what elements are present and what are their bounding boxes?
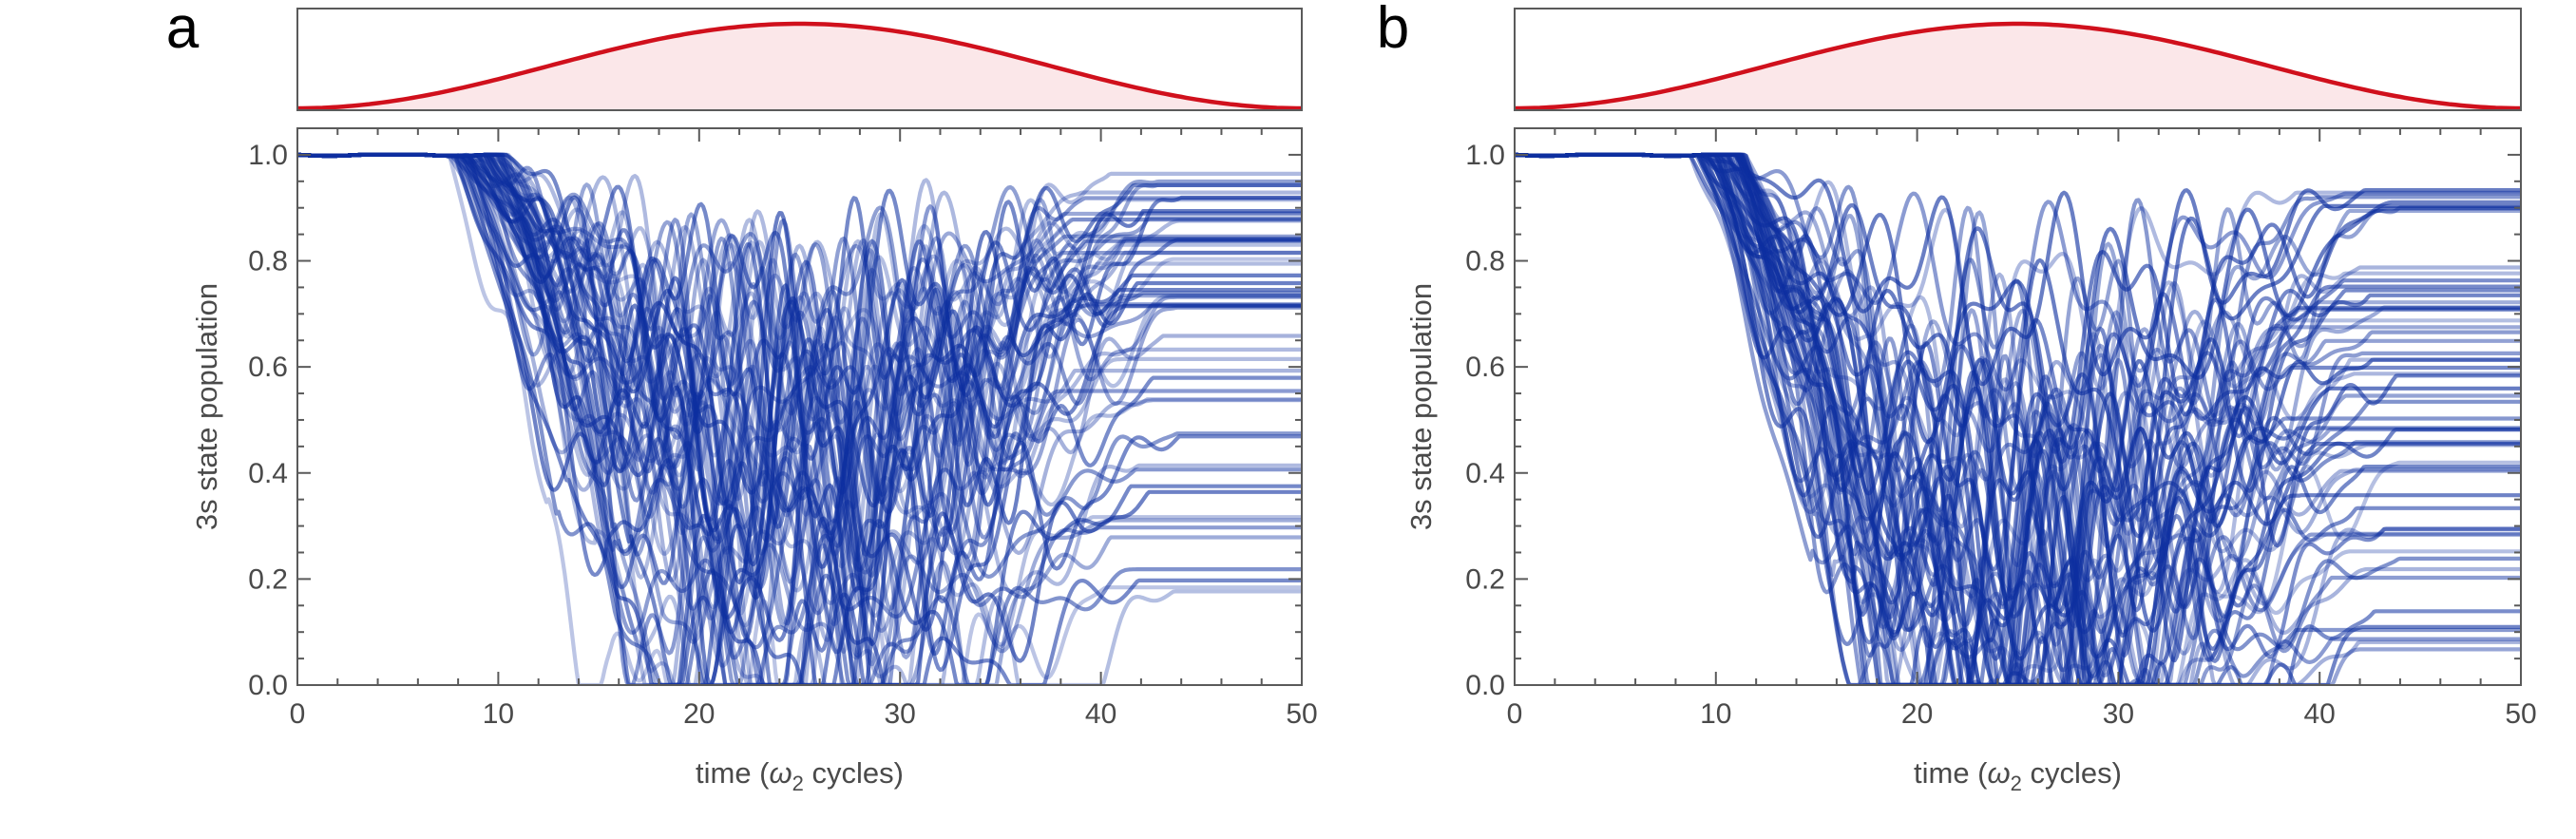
x-axis-label-suffix: cycles) bbox=[2022, 756, 2122, 790]
x-axis-label-prefix: time ( bbox=[696, 756, 770, 790]
population-trace bbox=[297, 152, 1302, 584]
y-tick-label: 1.0 bbox=[1465, 140, 1505, 171]
y-tick-label: 0.8 bbox=[248, 246, 288, 277]
omega-symbol: ω bbox=[770, 756, 792, 790]
pulse-envelope-line bbox=[297, 21, 1302, 111]
y-tick-label: 0.4 bbox=[248, 458, 288, 489]
y-tick-label: 0.0 bbox=[1465, 670, 1505, 701]
y-tick-label: 0.6 bbox=[1465, 352, 1505, 383]
x-tick-label: 30 bbox=[2103, 698, 2134, 730]
population-trace bbox=[297, 152, 1302, 655]
x-axis-label-prefix: time ( bbox=[1914, 756, 1988, 790]
pulse-frame bbox=[296, 8, 1303, 111]
x-axis-label: time (ω2 cycles) bbox=[696, 756, 904, 795]
x-tick-label: 50 bbox=[2505, 698, 2536, 730]
x-axis-label-subscript: 2 bbox=[792, 772, 804, 795]
x-tick-label: 20 bbox=[683, 698, 715, 730]
y-tick-label: 0.6 bbox=[248, 352, 288, 383]
plot-frame bbox=[296, 127, 1303, 686]
omega-symbol: ω bbox=[1988, 756, 2011, 790]
x-tick-label: 0 bbox=[290, 698, 306, 730]
x-tick-label: 0 bbox=[1507, 698, 1523, 730]
x-tick-label: 30 bbox=[885, 698, 916, 730]
x-tick-label: 10 bbox=[483, 698, 514, 730]
y-tick-label: 0.2 bbox=[248, 563, 288, 595]
population-trace bbox=[297, 152, 1302, 685]
x-tick-label: 40 bbox=[2304, 698, 2336, 730]
population-trace bbox=[297, 152, 1302, 685]
x-tick-label: 20 bbox=[1901, 698, 1933, 730]
x-tick-label: 40 bbox=[1085, 698, 1116, 730]
plot-frame bbox=[1514, 127, 2522, 686]
y-tick-label: 0.8 bbox=[1465, 246, 1505, 277]
population-trace bbox=[297, 152, 1302, 557]
population-plot: 0 10 20 30 40 50 0.0 0.2 0.4 0.6 0.8 1.0 3s state po… bbox=[190, 127, 1318, 795]
x-axis-label-subscript: 2 bbox=[2011, 772, 2022, 795]
y-tick-label: 0.4 bbox=[1465, 458, 1505, 489]
population-trace bbox=[297, 152, 1302, 685]
pulse-envelope-fill bbox=[297, 24, 1302, 110]
x-tick-label: 50 bbox=[1286, 698, 1317, 730]
pulse-frame bbox=[1514, 8, 2522, 111]
x-axis-label: time (ω2 cycles) bbox=[1914, 756, 2122, 795]
x-axis-label-suffix: cycles) bbox=[804, 756, 904, 790]
panel-label: a bbox=[166, 0, 200, 61]
x-tick-label: 10 bbox=[1700, 698, 1731, 730]
pulse-envelope-plot bbox=[296, 8, 1303, 111]
population-trace bbox=[1515, 152, 2521, 685]
pulse-envelope-line bbox=[1515, 21, 2521, 111]
population-trace bbox=[297, 152, 1302, 508]
pulse-envelope-plot bbox=[1514, 8, 2522, 111]
trajectories bbox=[1515, 152, 2521, 685]
pulse-envelope-fill bbox=[1515, 24, 2521, 110]
panel-b: b 0 10 20 30 40 50 0.0 0.2 0.4 0.6 0.8 1.0 3s state p… bbox=[1377, 0, 2537, 795]
y-axis-label: 3s state population bbox=[1404, 283, 1438, 530]
population-trace bbox=[297, 152, 1302, 668]
y-tick-label: 0.0 bbox=[248, 670, 288, 701]
y-tick-label: 1.0 bbox=[248, 140, 288, 171]
population-plot: 0 10 20 30 40 50 0.0 0.2 0.4 0.6 0.8 1.0 3s state po… bbox=[1404, 127, 2537, 795]
trajectories bbox=[297, 152, 1302, 685]
population-trace bbox=[297, 152, 1302, 659]
panel-label: b bbox=[1377, 0, 1409, 61]
population-trace bbox=[297, 152, 1302, 453]
population-trace bbox=[297, 152, 1302, 511]
panel-a: a 0 10 20 30 40 50 0.0 0.2 0.4 0.6 0.8 1.0 3s state p… bbox=[166, 0, 1318, 795]
y-tick-label: 0.2 bbox=[1465, 563, 1505, 595]
y-axis-label: 3s state population bbox=[190, 283, 223, 530]
